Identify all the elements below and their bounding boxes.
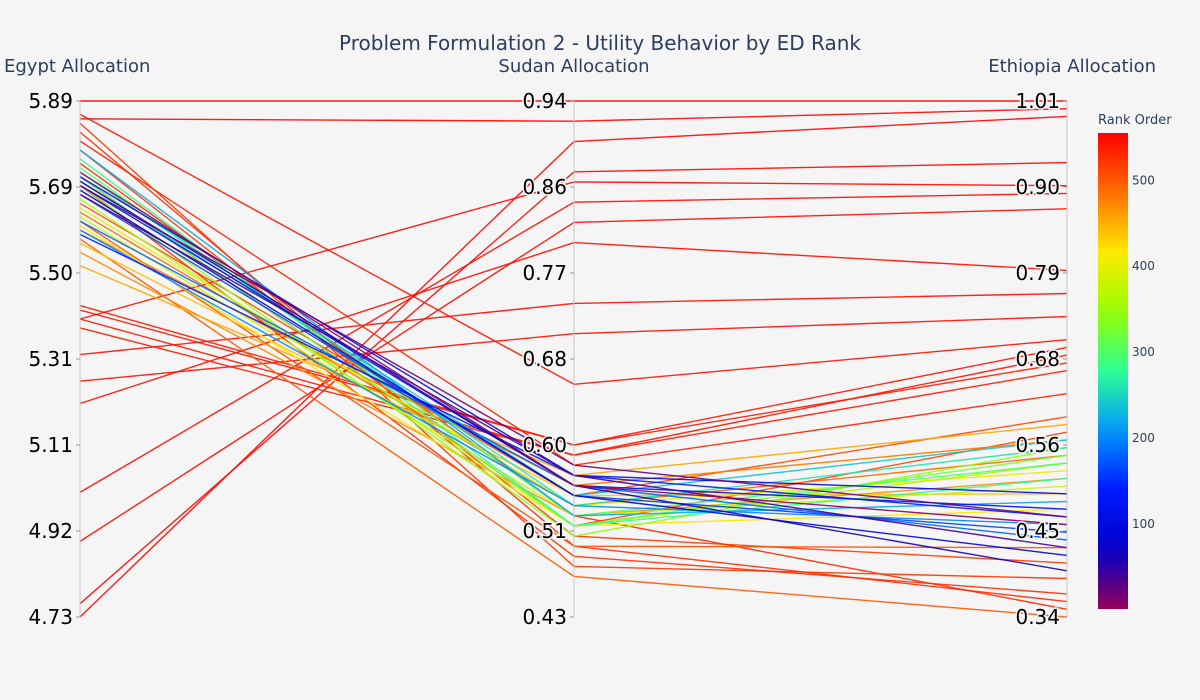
chart-title: Problem Formulation 2 - Utility Behavior… [339, 31, 861, 55]
tick-label: 5.11 [28, 433, 73, 457]
tick-label: 4.73 [28, 605, 73, 629]
tick-label: 0.56 [1015, 433, 1060, 457]
tick-label: 0.68 [522, 347, 567, 371]
tick-label: 0.77 [522, 261, 567, 285]
tick-label-halo: 5.89 [28, 89, 73, 113]
tick-label: 0.90 [1015, 175, 1060, 199]
axis-label-sudan: Sudan Allocation [498, 56, 649, 77]
colorbar-title: Rank Order [1098, 113, 1172, 128]
colorbar-tick-label: 300 [1132, 345, 1155, 359]
tick-label: 0.51 [522, 519, 567, 543]
tick-label: 0.94 [522, 89, 567, 113]
tick-label-halo: 0.86 [522, 175, 567, 199]
tick-label: 0.60 [522, 433, 567, 457]
tick-label-halo: 0.60 [522, 433, 567, 457]
axis-label-egypt: Egypt Allocation [4, 56, 150, 77]
tick-label-halo: 0.34 [1015, 605, 1060, 629]
tick-label: 0.43 [522, 605, 567, 629]
axis-egypt: Egypt Allocation5.895.895.695.695.505.50… [4, 56, 150, 631]
tick-label-halo: 5.50 [28, 261, 73, 285]
colorbar-gradient [1098, 133, 1128, 609]
tick-label: 1.01 [1015, 89, 1060, 113]
axis-ethiopia: Ethiopia Allocation1.011.010.900.900.790… [988, 56, 1156, 631]
colorbar-tick-label: 100 [1132, 517, 1155, 531]
colorbar-tick-label: 200 [1132, 431, 1155, 445]
tick-label-halo: 0.94 [522, 89, 567, 113]
tick-label: 0.68 [1015, 347, 1060, 371]
colorbar-tick-label: 500 [1132, 173, 1155, 187]
tick-label-halo: 0.51 [522, 519, 567, 543]
tick-label: 4.92 [28, 519, 73, 543]
tick-label-halo: 0.68 [1015, 347, 1060, 371]
tick-label-halo: 4.73 [28, 605, 73, 629]
tick-label-halo: 0.56 [1015, 433, 1060, 457]
colorbar-tick-label: 400 [1132, 259, 1155, 273]
tick-label: 0.79 [1015, 261, 1060, 285]
tick-label: 5.50 [28, 261, 73, 285]
colorbar: Rank Order 500 400 300 200 100 [1098, 113, 1172, 609]
tick-label-halo: 0.68 [522, 347, 567, 371]
tick-label: 0.34 [1015, 605, 1060, 629]
tick-label-halo: 0.45 [1015, 519, 1060, 543]
tick-label: 5.89 [28, 89, 73, 113]
tick-label: 0.86 [522, 175, 567, 199]
tick-label-halo: 5.31 [28, 347, 73, 371]
tick-label-halo: 0.43 [522, 605, 567, 629]
axis-sudan: Sudan Allocation0.940.940.860.860.770.77… [498, 56, 649, 631]
tick-label: 5.31 [28, 347, 73, 371]
tick-label-halo: 0.90 [1015, 175, 1060, 199]
tick-label-halo: 0.79 [1015, 261, 1060, 285]
tick-label-halo: 1.01 [1015, 89, 1060, 113]
tick-label: 0.45 [1015, 519, 1060, 543]
tick-label-halo: 5.69 [28, 175, 73, 199]
tick-label-halo: 4.92 [28, 519, 73, 543]
tick-label-halo: 5.11 [28, 433, 73, 457]
axes-layer: Egypt Allocation5.895.895.695.695.505.50… [4, 56, 1156, 631]
tick-label: 5.69 [28, 175, 73, 199]
axis-label-ethiopia: Ethiopia Allocation [988, 56, 1156, 77]
tick-label-halo: 0.77 [522, 261, 567, 285]
